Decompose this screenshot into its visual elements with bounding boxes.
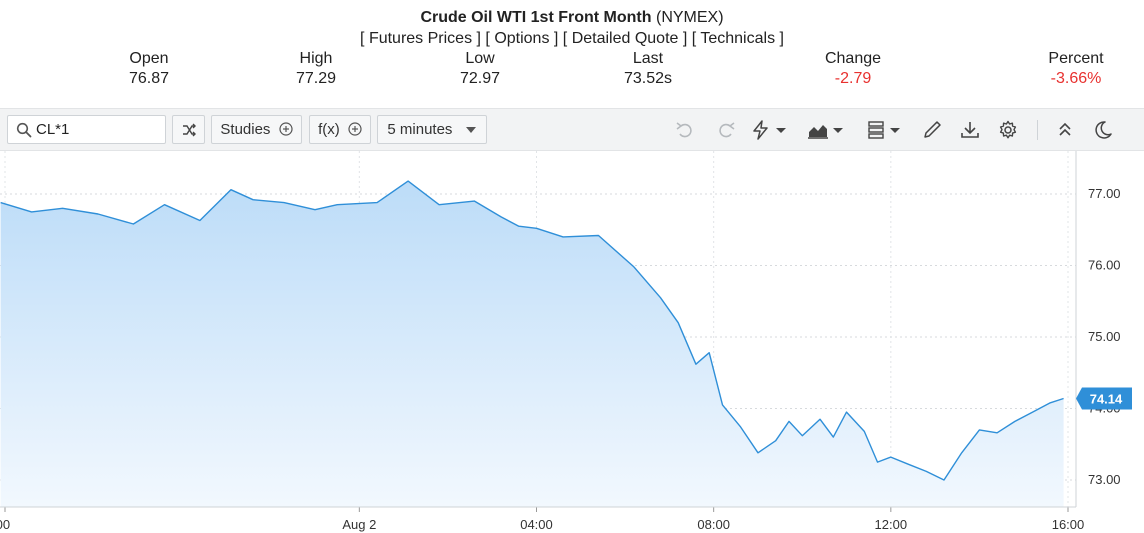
- stat-label: Percent: [1048, 50, 1104, 67]
- add-circle-icon: [348, 122, 362, 136]
- x-tick-label: Aug 2: [342, 517, 376, 532]
- collapse-icon[interactable]: [1052, 120, 1078, 140]
- symbol-search[interactable]: [7, 115, 166, 144]
- y-tick-label: 75.00: [1088, 329, 1121, 344]
- stat-last: Last 73.52s: [593, 49, 703, 89]
- undo-icon[interactable]: [673, 120, 699, 140]
- x-tick-label: 12:00: [875, 517, 908, 532]
- x-tick-label: 08:00: [697, 517, 730, 532]
- exchange-name: (NYMEX): [655, 9, 724, 26]
- x-tick-label: :00: [0, 517, 10, 532]
- stat-label: High: [299, 50, 333, 67]
- instrument-title: Crude Oil WTI 1st Front Month (NYMEX): [0, 8, 1144, 28]
- stat-value: -2.79: [834, 70, 872, 87]
- stat-percent: Percent -3.66%: [1021, 49, 1131, 89]
- y-tick-label: 76.00: [1088, 258, 1121, 273]
- stat-value: 77.29: [295, 70, 337, 87]
- caret-down-icon: [465, 127, 476, 133]
- studies-label: Studies: [220, 121, 271, 138]
- x-tick-label: 04:00: [520, 517, 553, 532]
- stat-change: Change -2.79: [798, 49, 908, 89]
- shuffle-icon: [182, 123, 196, 137]
- technicals-link[interactable]: Technicals: [700, 30, 776, 47]
- add-circle-icon: [279, 122, 293, 136]
- options-link[interactable]: Options: [494, 30, 550, 47]
- stat-value: 73.52s: [623, 70, 673, 87]
- chart-series: [0, 180, 1064, 507]
- interval-label: 5 minutes: [387, 121, 453, 138]
- last-value-label: 74.14: [1090, 391, 1123, 406]
- compare-button[interactable]: [172, 115, 205, 144]
- stat-high: High 77.29: [261, 49, 371, 89]
- y-tick-label: 77.00: [1088, 186, 1121, 201]
- quote-links: [ Futures Prices ] [ Options ] [ Detaile…: [360, 30, 784, 47]
- redo-icon[interactable]: [712, 120, 738, 140]
- moon-icon[interactable]: [1090, 120, 1116, 140]
- area-chart-icon[interactable]: [807, 120, 847, 140]
- stat-label: Last: [632, 50, 664, 67]
- last-value-badge: 74.14: [1076, 387, 1132, 410]
- price-area-fill: [0, 181, 1064, 507]
- detailed-quote-link[interactable]: Detailed Quote: [571, 30, 679, 47]
- toolbar-divider: [1037, 120, 1038, 140]
- lightning-icon[interactable]: [750, 120, 790, 140]
- x-tick-label: 16:00: [1052, 517, 1085, 532]
- download-icon[interactable]: [957, 120, 983, 140]
- stat-label: Change: [824, 50, 882, 67]
- stat-value: -3.66%: [1050, 70, 1102, 87]
- gear-icon[interactable]: [995, 120, 1021, 140]
- last-value-marker: [1076, 387, 1132, 410]
- stat-low: Low 72.97: [425, 49, 535, 89]
- futures-prices-link[interactable]: Futures Prices: [368, 30, 473, 47]
- fx-button[interactable]: f(x): [309, 115, 371, 144]
- stat-label: Open: [129, 50, 169, 67]
- price-line: [0, 180, 1064, 481]
- quote-header: Crude Oil WTI 1st Front Month (NYMEX) [ …: [0, 0, 1144, 108]
- symbol-input[interactable]: [36, 119, 156, 140]
- stat-value: 72.97: [459, 70, 501, 87]
- search-icon: [16, 122, 32, 138]
- y-tick-label: 73.00: [1088, 472, 1121, 487]
- layout-icon[interactable]: [866, 120, 906, 140]
- chart-toolbar: Studies f(x) 5 minutes: [0, 108, 1144, 151]
- stat-label: Low: [465, 50, 495, 67]
- pencil-icon[interactable]: [919, 120, 945, 140]
- stat-open: Open 76.87: [94, 49, 204, 89]
- stat-value: 76.87: [128, 70, 170, 87]
- studies-button[interactable]: Studies: [211, 115, 302, 144]
- fx-label: f(x): [318, 121, 340, 138]
- instrument-name: Crude Oil WTI 1st Front Month: [420, 9, 652, 26]
- interval-dropdown[interactable]: 5 minutes: [377, 115, 487, 144]
